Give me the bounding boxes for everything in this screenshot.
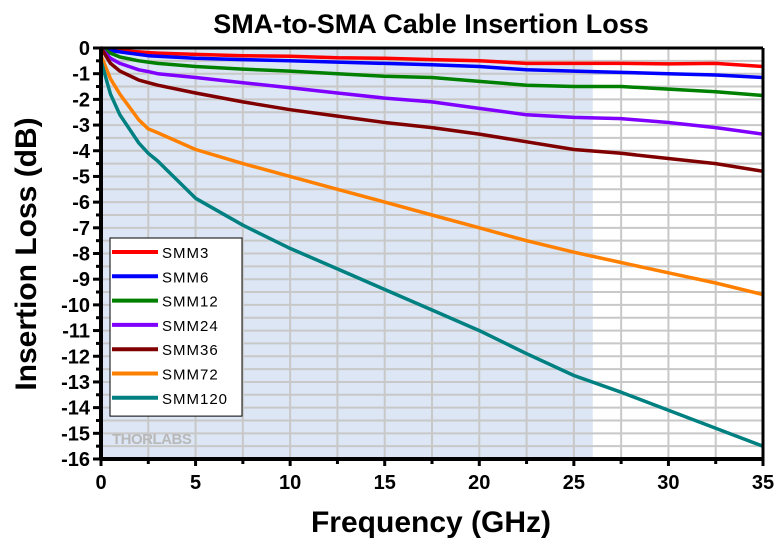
y-tick-label: -12 [61, 346, 90, 368]
legend: SMM3 SMM6 SMM12 SMM24 SMM36 SMM72 SMM120 [109, 237, 243, 417]
y-tick-label: 0 [79, 38, 90, 60]
grid [101, 48, 763, 459]
y-tick-label: -11 [62, 321, 90, 343]
series-line-smm3 [100, 46, 764, 69]
series-line-smm120 [99, 60, 764, 448]
chart-title: SMA-to-SMA Cable Insertion Loss [213, 9, 649, 39]
y-tick-label: -6 [72, 192, 90, 214]
watermark-group: THORLABS [112, 431, 192, 448]
x-tick-labels: 0 5 10 15 20 25 30 35 [95, 472, 774, 494]
y-tick-label: -3 [72, 115, 90, 137]
y-tick-label: -13 [61, 372, 90, 394]
y-tick-label: -8 [72, 244, 90, 266]
x-axis-label: Frequency (GHz) [311, 506, 551, 539]
x-tick-label: 30 [657, 472, 679, 494]
axes [93, 46, 765, 466]
x-tick-label: 20 [468, 472, 490, 494]
series-line-smm72 [99, 55, 764, 297]
legend-label-smm6: SMM6 [162, 269, 209, 286]
x-tick-label: 0 [95, 472, 106, 494]
y-tick-label: -5 [72, 166, 90, 188]
legend-label-smm24: SMM24 [162, 318, 219, 335]
y-axis-label: Insertion Loss (dB) [10, 117, 43, 390]
x-tick-label: 10 [279, 472, 301, 494]
y-tick-label: -9 [72, 269, 90, 291]
x-tick-label: 15 [374, 472, 396, 494]
y-tick-labels: 0 -1 -2 -3 -4 -5 -6 -7 -8 -9 -10 -11 -12 -13 -14 -15 -16 [61, 38, 91, 471]
series-line-smm36 [99, 47, 764, 174]
y-tick-label: -1 [72, 64, 90, 86]
thorlabs-watermark: THORLABS [112, 431, 192, 448]
x-tick-label: 25 [563, 472, 585, 494]
legend-label-smm3: SMM3 [162, 245, 209, 262]
series-line-smm24 [99, 46, 764, 136]
x-tick-label: 5 [190, 472, 201, 494]
y-tick-label: -2 [72, 89, 90, 111]
y-tick-label: -16 [61, 449, 90, 471]
legend-label-smm36: SMM36 [162, 342, 219, 359]
series-line-smm12 [100, 46, 764, 98]
series-group [99, 46, 764, 448]
legend-label-smm72: SMM72 [162, 367, 219, 384]
series-line-smm6 [100, 46, 764, 80]
legend-label-smm120: SMM120 [162, 391, 228, 408]
x-tick-label: 35 [752, 472, 774, 494]
y-tick-label: -7 [72, 218, 90, 240]
y-tick-label: -15 [61, 423, 90, 445]
y-tick-label: -4 [72, 141, 91, 163]
legend-box [109, 237, 243, 417]
y-tick-label: -10 [61, 295, 90, 317]
y-tick-label: -14 [61, 398, 91, 420]
legend-label-smm12: SMM12 [162, 294, 219, 311]
